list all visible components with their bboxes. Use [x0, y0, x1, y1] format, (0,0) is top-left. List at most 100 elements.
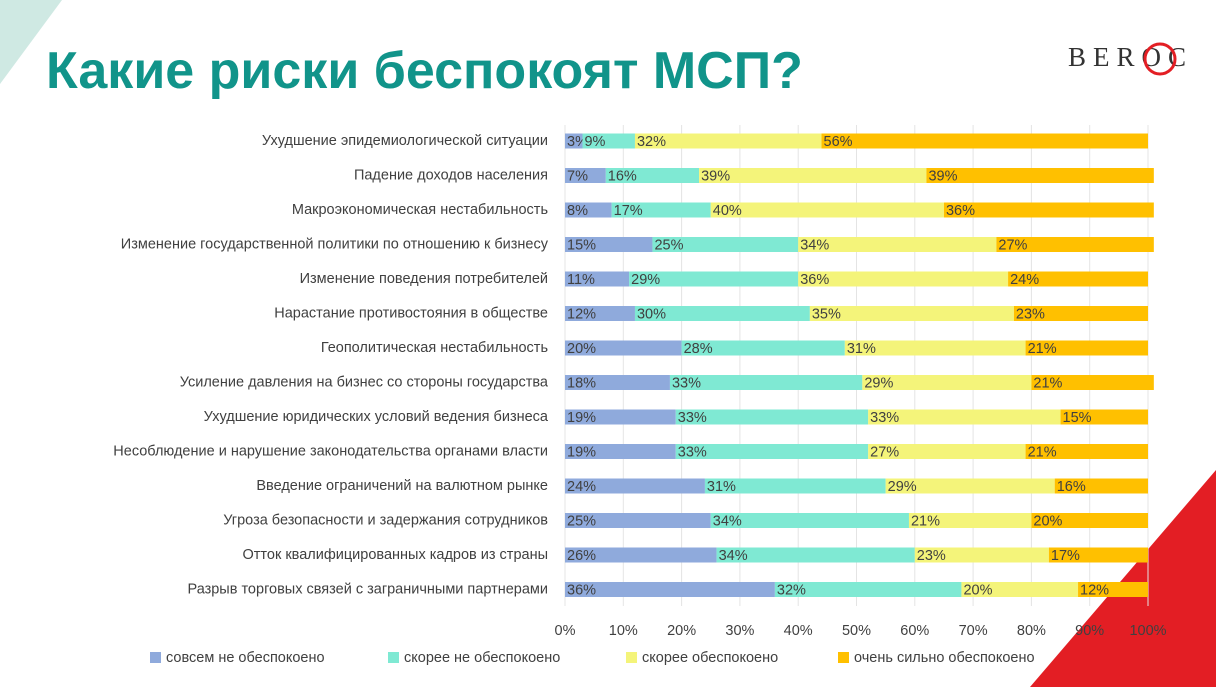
- bar-segment: [629, 271, 799, 287]
- y-tick-label: Разрыв торговых связей с заграничными па…: [188, 581, 549, 597]
- bar-segment: [809, 306, 1014, 321]
- bar-segment: [699, 168, 927, 183]
- bar-segment: [565, 133, 583, 149]
- y-tick-label: Нарастание противостояния в обществе: [274, 305, 548, 321]
- bar-segment: [652, 237, 799, 252]
- x-tick-label: 70%: [959, 623, 988, 639]
- bar-segment: [1031, 375, 1154, 390]
- bar-segment: [710, 513, 909, 528]
- bar-segment: [565, 409, 676, 425]
- y-tick-label: Ухудшение эпидемиологической ситуации: [262, 133, 548, 149]
- bar-segment: [634, 306, 810, 321]
- data-label: 32%: [777, 582, 806, 598]
- x-tick-label: 50%: [842, 623, 871, 639]
- data-label: 21%: [1028, 444, 1057, 460]
- x-tick-label: 90%: [1075, 623, 1104, 639]
- data-label: 23%: [917, 548, 946, 564]
- bar-segment: [582, 133, 635, 149]
- data-label: 36%: [946, 203, 975, 219]
- data-label: 12%: [1080, 582, 1109, 598]
- data-label: 21%: [1033, 375, 1062, 391]
- data-label: 33%: [678, 410, 707, 426]
- legend-label: очень сильно обеспокоено: [854, 650, 1035, 666]
- legend-label: скорее не обеспокоено: [404, 650, 560, 666]
- y-tick-label: Изменение поведения потребителей: [300, 271, 548, 287]
- data-label: 35%: [812, 306, 841, 322]
- y-tick-label: Несоблюдение и нарушение законодательств…: [113, 443, 548, 459]
- legend-marker: [838, 652, 849, 663]
- data-label: 29%: [888, 479, 917, 495]
- data-label: 18%: [567, 375, 596, 391]
- bar-segment: [634, 133, 822, 149]
- data-label: 31%: [847, 341, 876, 357]
- bar-segment: [710, 202, 944, 218]
- y-tick-label: Введение ограничений на валютном рынке: [256, 478, 548, 494]
- data-label: 36%: [800, 272, 829, 288]
- bar-segment: [669, 375, 863, 390]
- data-label: 34%: [800, 237, 829, 253]
- data-label: 8%: [567, 203, 588, 219]
- data-label: 15%: [567, 237, 596, 253]
- data-label: 25%: [654, 237, 683, 253]
- data-label: 33%: [672, 375, 701, 391]
- bar-segment: [868, 444, 1026, 459]
- bar-segment: [1048, 547, 1148, 563]
- corner-decoration: [1030, 470, 1216, 687]
- data-label: 19%: [567, 410, 596, 426]
- x-tick-label: 80%: [1017, 623, 1046, 639]
- data-label: 26%: [567, 548, 596, 564]
- bar-segment: [1078, 582, 1148, 597]
- bar-segment: [565, 306, 635, 321]
- bar-segment: [565, 202, 612, 218]
- data-label: 12%: [567, 306, 596, 322]
- data-label: 34%: [713, 513, 742, 529]
- bar-segment: [1013, 306, 1148, 321]
- x-tick-label: 60%: [900, 623, 929, 639]
- bar-segment: [1060, 409, 1148, 425]
- data-label: 28%: [684, 341, 713, 357]
- bar-segment: [1031, 513, 1148, 528]
- data-label: 33%: [870, 410, 899, 426]
- legend-marker: [388, 652, 399, 663]
- y-tick-label: Макроэкономическая нестабильность: [292, 202, 548, 218]
- legend-marker: [626, 652, 637, 663]
- data-label: 33%: [678, 444, 707, 460]
- bar-segment: [943, 202, 1154, 218]
- x-tick-label: 10%: [609, 623, 638, 639]
- bar-segment: [996, 237, 1154, 252]
- data-label: 29%: [631, 272, 660, 288]
- y-tick-label: Геополитическая нестабильность: [321, 340, 548, 356]
- x-tick-label: 40%: [784, 623, 813, 639]
- x-tick-label: 30%: [725, 623, 754, 639]
- data-label: 16%: [1057, 479, 1086, 495]
- bar-segment: [868, 409, 1061, 425]
- bar-segment: [798, 271, 1009, 287]
- bar-segment: [565, 444, 676, 459]
- x-tick-label: 100%: [1129, 623, 1166, 639]
- legend-label: скорее обеспокоено: [642, 650, 778, 666]
- bar-segment: [565, 168, 606, 183]
- data-label: 24%: [567, 479, 596, 495]
- bar-segment: [821, 133, 1148, 149]
- data-label: 16%: [608, 168, 637, 184]
- data-label: 20%: [963, 582, 992, 598]
- bar-segment: [611, 202, 711, 218]
- bar-segment: [961, 582, 1079, 597]
- logo-ring: [1143, 42, 1177, 76]
- bar-segment: [844, 340, 1026, 356]
- bar-segment: [565, 375, 670, 390]
- bar-segment: [565, 340, 682, 356]
- bar-segment: [798, 237, 997, 252]
- legend-marker: [150, 652, 161, 663]
- data-label: 31%: [707, 479, 736, 495]
- y-tick-label: Ухудшение юридических условий ведения би…: [204, 409, 549, 425]
- bar-segment: [565, 237, 653, 252]
- bar-segment: [565, 478, 705, 494]
- chart-title: Какие риски беспокоят МСП?: [46, 42, 803, 100]
- data-label: 36%: [567, 582, 596, 598]
- bar-segment: [565, 513, 711, 528]
- bar-segment: [862, 375, 1032, 390]
- bar-segment: [1025, 444, 1148, 459]
- data-label: 17%: [1051, 548, 1080, 564]
